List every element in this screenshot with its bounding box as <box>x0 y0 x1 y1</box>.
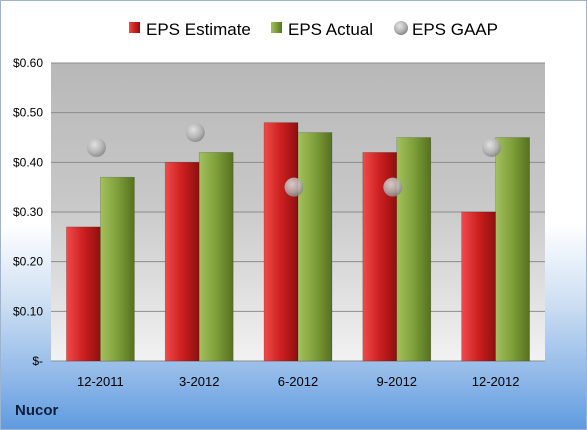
legend-swatch-eps-estimate <box>129 22 140 33</box>
company-label: Nucor <box>15 402 59 419</box>
x-tick-label: 6-2012 <box>278 374 318 389</box>
bar-eps-estimate <box>164 162 200 362</box>
x-tick-label: 12-2012 <box>472 374 520 389</box>
legend-label-eps-estimate: EPS Estimate <box>146 20 251 39</box>
y-tick-label: $0.50 <box>13 106 43 120</box>
x-tick-label: 9-2012 <box>377 374 417 389</box>
bar-eps-actual <box>297 132 333 362</box>
bar-eps-actual <box>396 137 432 362</box>
bar-eps-estimate <box>263 122 299 362</box>
legend-swatch-eps-gaap <box>394 21 408 35</box>
marker-eps-gaap <box>86 137 106 157</box>
legend-label-eps-actual: EPS Actual <box>288 20 373 39</box>
bar-eps-actual <box>495 137 530 362</box>
legend-label-eps-gaap: EPS GAAP <box>412 20 498 39</box>
bar-eps-estimate <box>66 226 101 362</box>
bar-eps-actual <box>100 176 135 362</box>
y-tick-label: $0.30 <box>13 205 43 219</box>
marker-eps-gaap <box>185 123 205 143</box>
y-tick-label: $0.20 <box>13 255 43 269</box>
marker-eps-gaap <box>284 177 304 197</box>
bar-eps-estimate <box>461 211 496 362</box>
y-tick-label: $0.60 <box>13 56 43 70</box>
bar-eps-actual <box>198 152 234 362</box>
y-tick-label: $0.10 <box>13 304 43 318</box>
legend-swatch-eps-actual <box>271 22 282 33</box>
marker-eps-gaap <box>482 137 502 157</box>
y-tick-label: $0.40 <box>13 155 43 169</box>
x-tick-label: 3-2012 <box>179 374 219 389</box>
marker-eps-gaap <box>383 177 403 197</box>
y-tick-label: $- <box>32 354 43 368</box>
x-tick-label: 12-2011 <box>77 374 124 389</box>
